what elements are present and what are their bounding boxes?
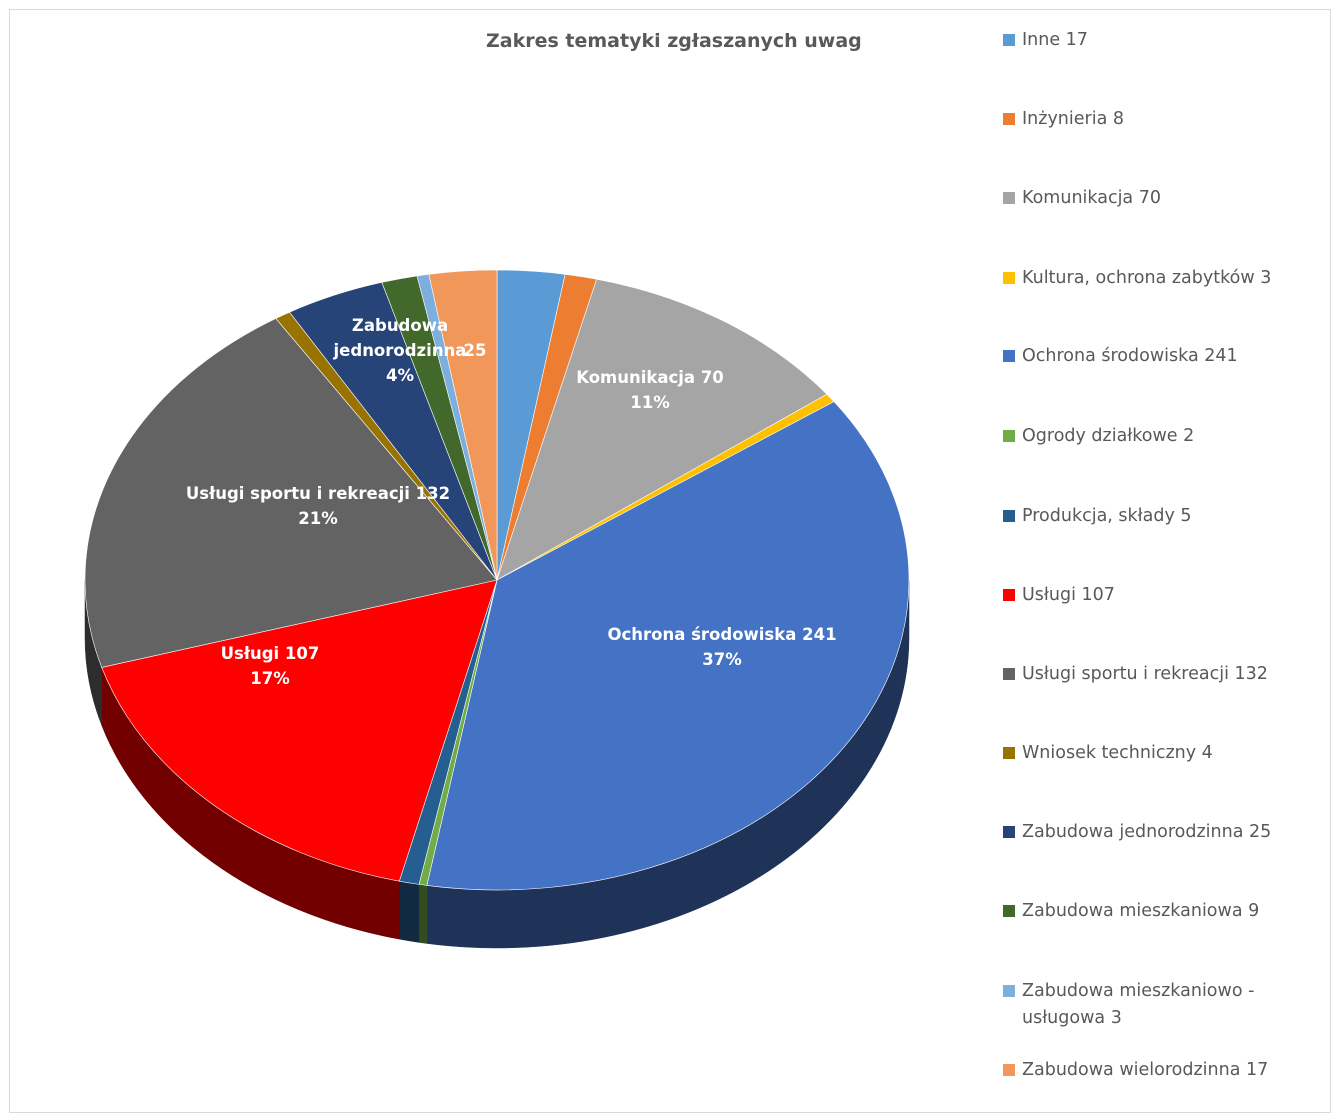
legend-label: Komunikacja 70 bbox=[1022, 188, 1161, 208]
legend-swatch bbox=[1003, 905, 1015, 917]
pie-slice-zabudowa-wielorodzinna bbox=[428, 269, 498, 581]
legend-label: Kultura, ochrona zabytków 3 bbox=[1022, 268, 1272, 288]
legend-swatch bbox=[1003, 747, 1015, 759]
legend-label: Usługi sportu i rekreacji 132 bbox=[1022, 664, 1268, 684]
pie-side-produkcja-sklady bbox=[399, 880, 420, 943]
legend-swatch bbox=[1003, 510, 1015, 522]
legend-label: Ogrody działkowe 2 bbox=[1022, 426, 1195, 446]
legend-label: Zabudowa jednorodzinna 25 bbox=[1022, 822, 1272, 842]
pie-slice-komunikacja bbox=[496, 278, 828, 581]
legend-label: Usługi 107 bbox=[1022, 585, 1115, 605]
legend-swatch bbox=[1003, 430, 1015, 442]
legend-label: Wniosek techniczny 4 bbox=[1022, 743, 1213, 763]
data-label-ochrona-srodowiska: Ochrona środowiska 241 37% bbox=[607, 625, 836, 669]
pie-slice-uslugi-sportu-i-rekreacji bbox=[84, 318, 498, 668]
pie-slice-ochrona-srodowiska bbox=[426, 401, 910, 891]
chart-title: Zakres tematyki zgłaszanych uwag bbox=[486, 30, 862, 52]
legend-label: Zabudowa wielorodzinna 17 bbox=[1022, 1060, 1269, 1080]
pie-labels: Komunikacja 70 11% Ochrona środowiska 241 3… bbox=[186, 316, 837, 688]
data-label-komunikacja: Komunikacja 70 11% bbox=[576, 368, 724, 412]
pie-slice-uslugi bbox=[101, 579, 498, 882]
legend-label: Produkcja, składy 5 bbox=[1022, 506, 1192, 526]
legend-label-line2: usługowa 3 bbox=[1022, 1008, 1122, 1028]
pie-top bbox=[84, 269, 910, 891]
legend-label: Zabudowa mieszkaniowa 9 bbox=[1022, 901, 1260, 921]
legend-label: Inne 17 bbox=[1022, 30, 1088, 50]
legend-swatch bbox=[1003, 1064, 1015, 1076]
data-label-zabudowa-jednorodzinna: Zabudowa jednorodzinna 4% bbox=[333, 316, 467, 385]
legend-swatch bbox=[1003, 985, 1015, 997]
data-label-uslugi-sportu-i-rekreacji: Usługi sportu i rekreacji 132 21% bbox=[186, 484, 450, 528]
legend-swatch bbox=[1003, 192, 1015, 204]
legend-label: Ochrona środowiska 241 bbox=[1022, 346, 1238, 366]
data-label-uslugi: Usługi 107 17% bbox=[221, 644, 320, 688]
legend-swatch bbox=[1003, 589, 1015, 601]
pie-side-ogrody-dzialkowe bbox=[418, 884, 428, 944]
legend-swatch bbox=[1003, 272, 1015, 284]
legend-swatch bbox=[1003, 826, 1015, 838]
pie-chart: Komunikacja 70 11% Ochrona środowiska 241 3… bbox=[84, 269, 910, 949]
legend-swatch bbox=[1003, 34, 1015, 46]
legend-swatch bbox=[1003, 668, 1015, 680]
legend-swatch bbox=[1003, 113, 1015, 125]
legend-label: Zabudowa mieszkaniowo - bbox=[1022, 981, 1255, 1001]
legend-label: Inżynieria 8 bbox=[1022, 109, 1124, 129]
data-label-value-zabudowa-jednorodzinna: 25 bbox=[464, 341, 487, 360]
legend-swatch bbox=[1003, 350, 1015, 362]
